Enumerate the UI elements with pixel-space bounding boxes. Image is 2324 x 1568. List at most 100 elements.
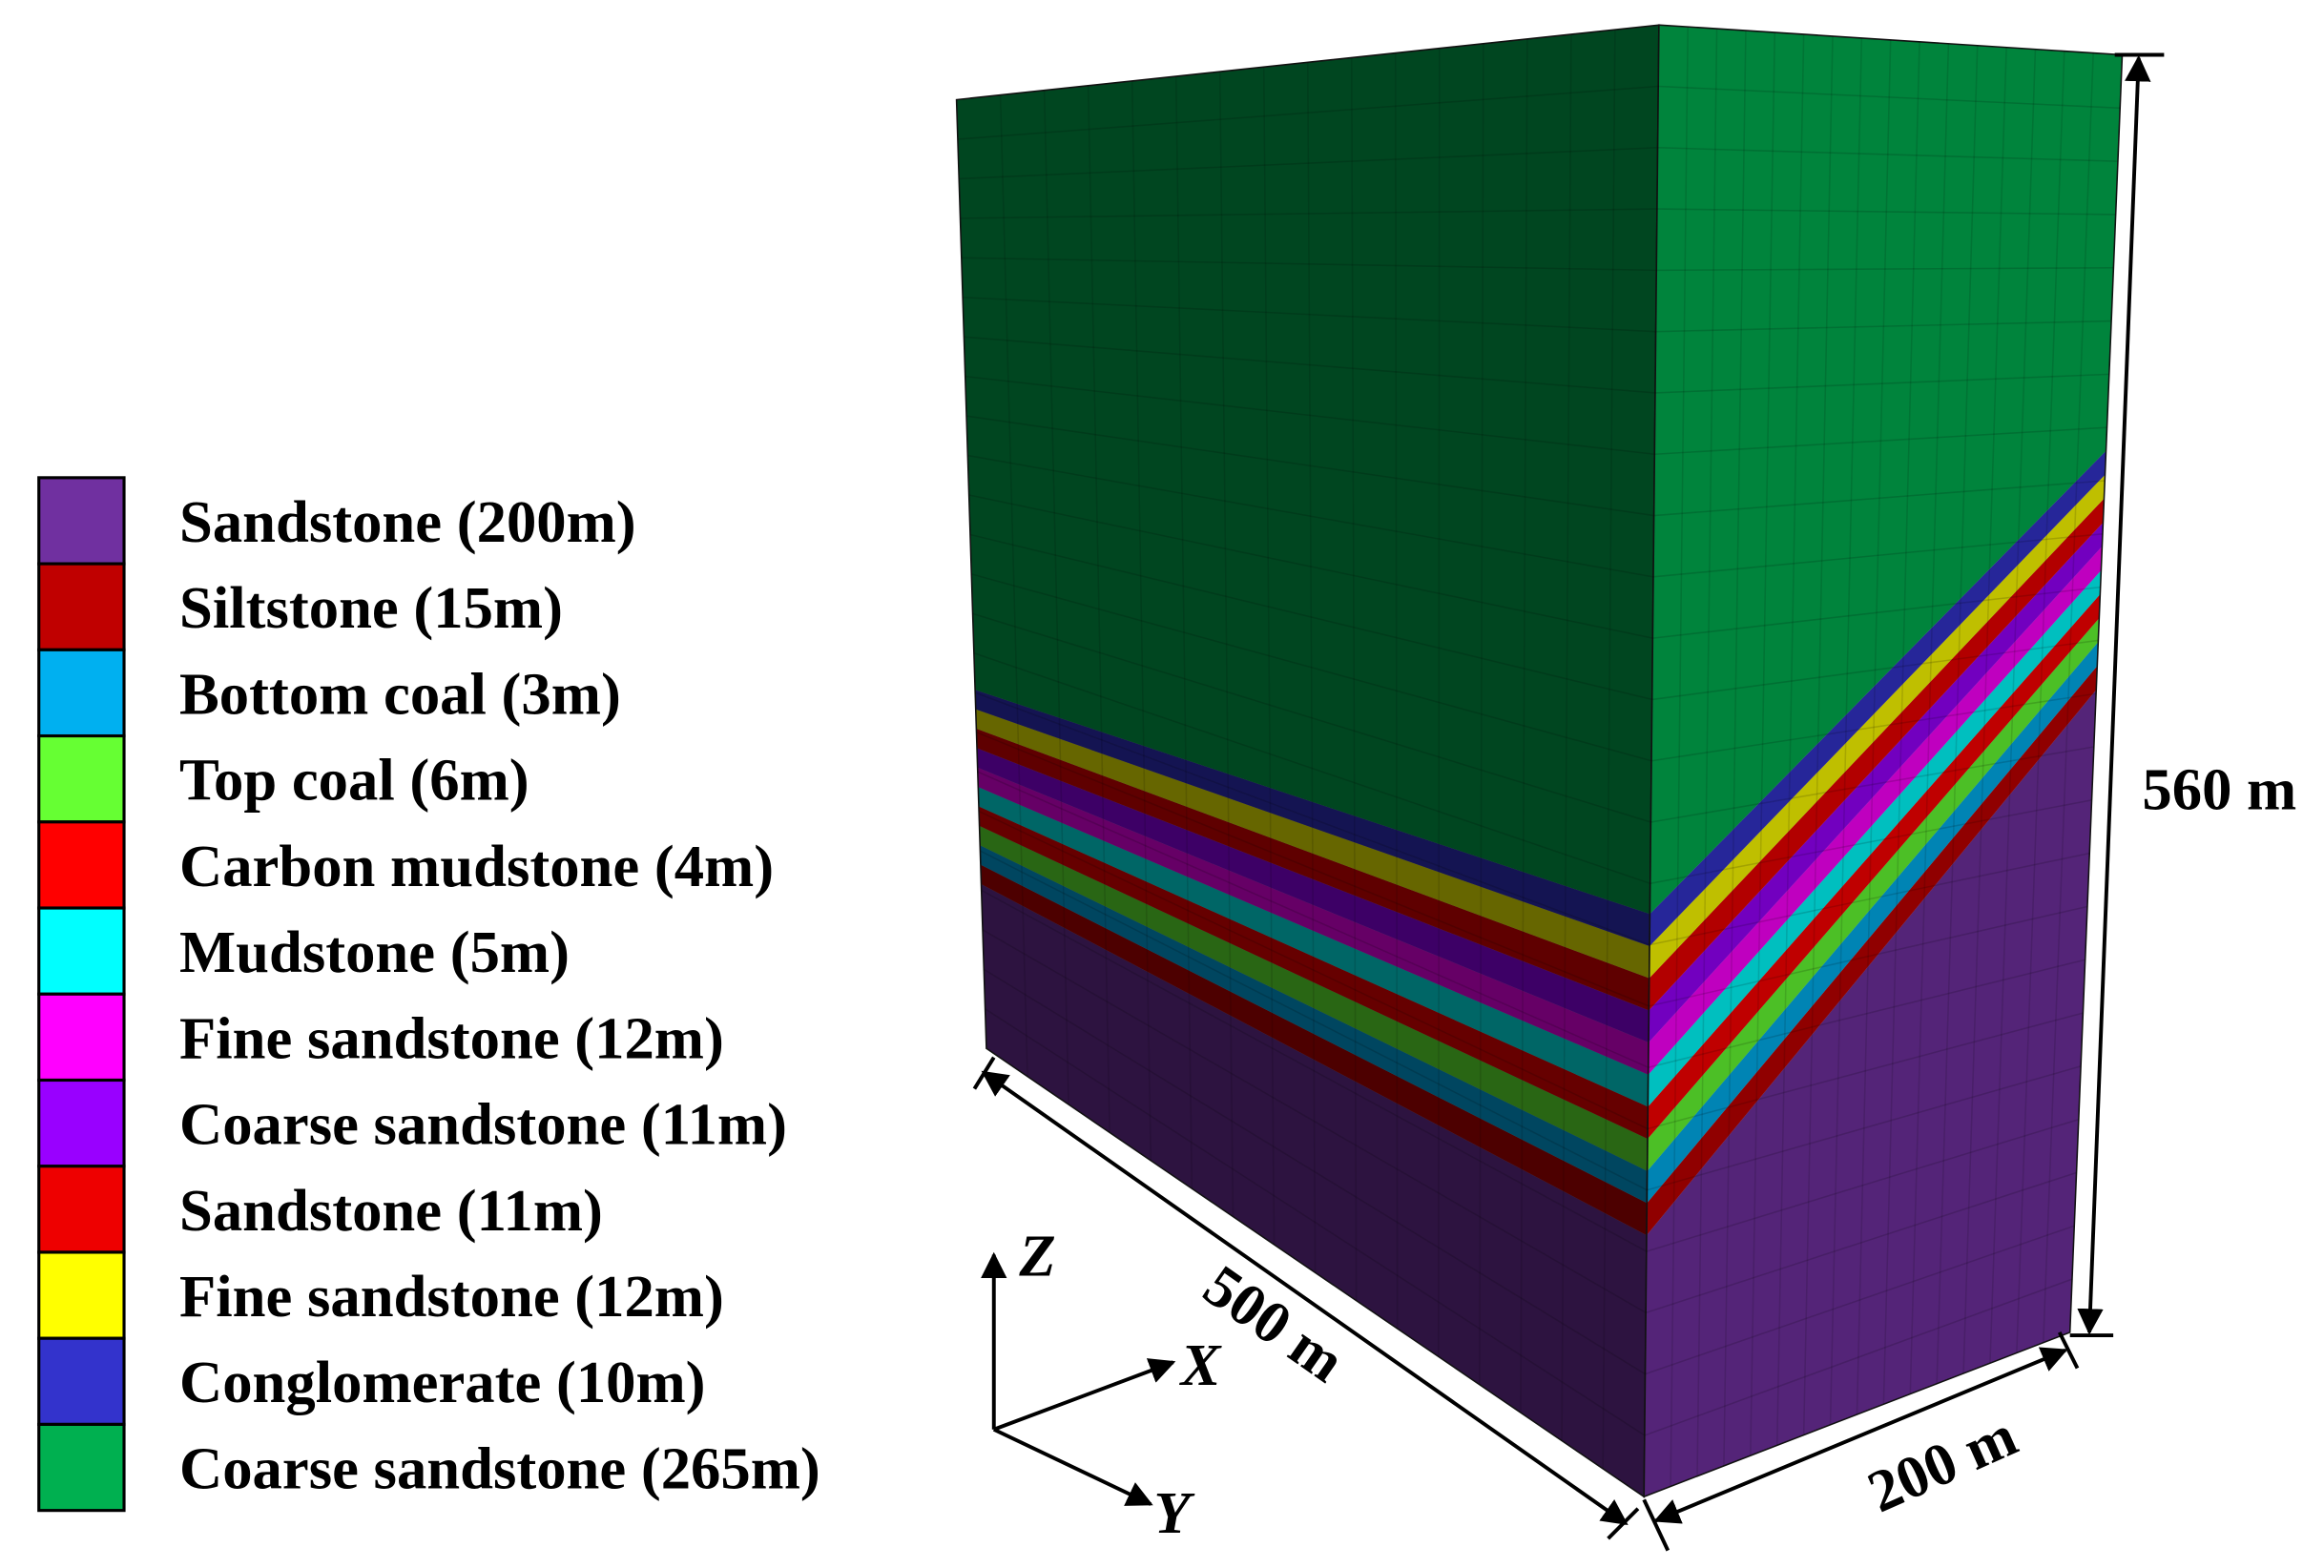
mesh-line — [1649, 905, 2088, 1007]
legend-label: Bottom coal (3m) — [179, 660, 621, 727]
legend-label: Fine sandstone (12m) — [179, 1004, 724, 1071]
side-face — [1643, 24, 2124, 1498]
legend-swatch — [37, 906, 126, 996]
layer — [1650, 25, 2123, 915]
mesh-line — [1989, 49, 2037, 1364]
legend-swatch — [37, 733, 126, 824]
layer — [1650, 450, 2106, 946]
legend-swatch — [37, 476, 126, 566]
mesh-line — [1043, 90, 1069, 1105]
layer — [1649, 522, 2104, 1043]
dimension-lines — [972, 52, 2165, 1552]
legend-label: Mudstone (5m) — [179, 918, 570, 985]
mesh-line — [959, 146, 1658, 180]
width-label: 200 m — [1858, 1402, 2026, 1526]
height-line — [2077, 54, 2151, 1335]
mesh-line — [963, 296, 1656, 333]
mesh-line — [1647, 1065, 2082, 1191]
mesh-line — [1750, 32, 1776, 1456]
layer — [1646, 666, 2098, 1236]
mesh-line — [965, 375, 1655, 456]
mesh-line — [1218, 72, 1235, 1217]
tick — [1642, 1498, 1670, 1552]
mesh-line — [961, 257, 1657, 272]
mesh-line — [1652, 586, 2101, 639]
mesh-line — [999, 94, 1028, 1077]
mesh-line — [1670, 27, 1690, 1487]
layer — [1649, 474, 2106, 979]
mesh-line — [1438, 48, 1441, 1357]
mesh-line — [968, 494, 1653, 639]
width-line — [1653, 1347, 2068, 1524]
layer — [1648, 594, 2101, 1140]
x-axis — [993, 1358, 1176, 1432]
mesh-line — [976, 731, 1650, 1007]
mesh-line — [1650, 746, 2094, 823]
mesh-line — [1802, 35, 1834, 1435]
z-label: Z — [1018, 1222, 1055, 1289]
mesh-line — [965, 415, 1654, 517]
y-label: Y — [1153, 1479, 1195, 1546]
mesh-line — [1651, 639, 2099, 701]
layer — [1648, 546, 2103, 1075]
mesh-line — [1655, 320, 2112, 333]
mesh-line — [1262, 67, 1276, 1245]
mesh-line — [1657, 146, 2118, 162]
mesh-line — [964, 336, 1656, 394]
model — [955, 24, 2124, 1498]
legend-label: Sandstone (11m) — [179, 1177, 603, 1244]
mesh-line — [2016, 51, 2065, 1353]
mesh-line — [957, 85, 1659, 140]
mesh-line — [1962, 47, 2007, 1374]
face-shade — [1643, 24, 2124, 1498]
mesh-line — [1649, 852, 2090, 946]
mesh-line — [977, 771, 1650, 1068]
mesh-line — [1909, 43, 1950, 1394]
mesh-line — [1653, 480, 2106, 517]
mesh-line — [1882, 41, 1920, 1405]
mesh-line — [1656, 208, 2116, 216]
mesh-line — [1174, 76, 1193, 1189]
layer — [1649, 498, 2105, 1011]
mesh-line — [1131, 80, 1152, 1161]
legend-swatch — [37, 992, 126, 1083]
mesh-line — [972, 612, 1651, 823]
legend-label: Fine sandstone (12m) — [179, 1263, 724, 1330]
axes-triad — [981, 1251, 1176, 1506]
legend-label: Coarse sandstone (265m) — [179, 1434, 820, 1501]
tick — [972, 1056, 996, 1090]
mesh-line — [1648, 959, 2085, 1068]
legend-swatch — [37, 648, 126, 738]
layer — [1648, 569, 2102, 1107]
legend-label: Carbon mudstone (4m) — [179, 833, 774, 899]
x-label: X — [1179, 1331, 1223, 1398]
legend-swatch — [37, 1250, 126, 1340]
legend: Sandstone (200m) Siltstone (15m) Bottom co… — [37, 476, 820, 1513]
legend-swatch — [37, 562, 126, 651]
mesh-line — [1650, 799, 2092, 885]
mesh-line — [1723, 31, 1747, 1466]
layer — [1647, 618, 2100, 1171]
mesh-line — [974, 691, 1650, 946]
legend-swatch — [37, 1078, 126, 1168]
mesh-line — [969, 533, 1652, 701]
legend-swatch — [37, 1336, 126, 1426]
legend-label: Conglomerate (10m) — [179, 1349, 706, 1415]
y-axis — [992, 1427, 1153, 1506]
mesh-line — [1087, 85, 1110, 1133]
mesh-line — [1650, 692, 2097, 762]
mesh-line — [1654, 373, 2109, 394]
legend-swatch — [37, 1422, 126, 1513]
legend-label: Siltstone (15m) — [179, 574, 563, 641]
front-face — [955, 24, 1660, 1498]
mesh-line — [973, 652, 1650, 885]
mesh-line — [967, 454, 1654, 578]
mesh-line — [960, 208, 1657, 219]
face-shade — [955, 24, 1660, 1498]
mesh-line — [1646, 1118, 2080, 1252]
legend-label: Top coal (6m) — [179, 747, 529, 814]
mesh-line — [971, 573, 1652, 762]
mesh-line — [1652, 533, 2104, 578]
tick — [2057, 1331, 2080, 1370]
